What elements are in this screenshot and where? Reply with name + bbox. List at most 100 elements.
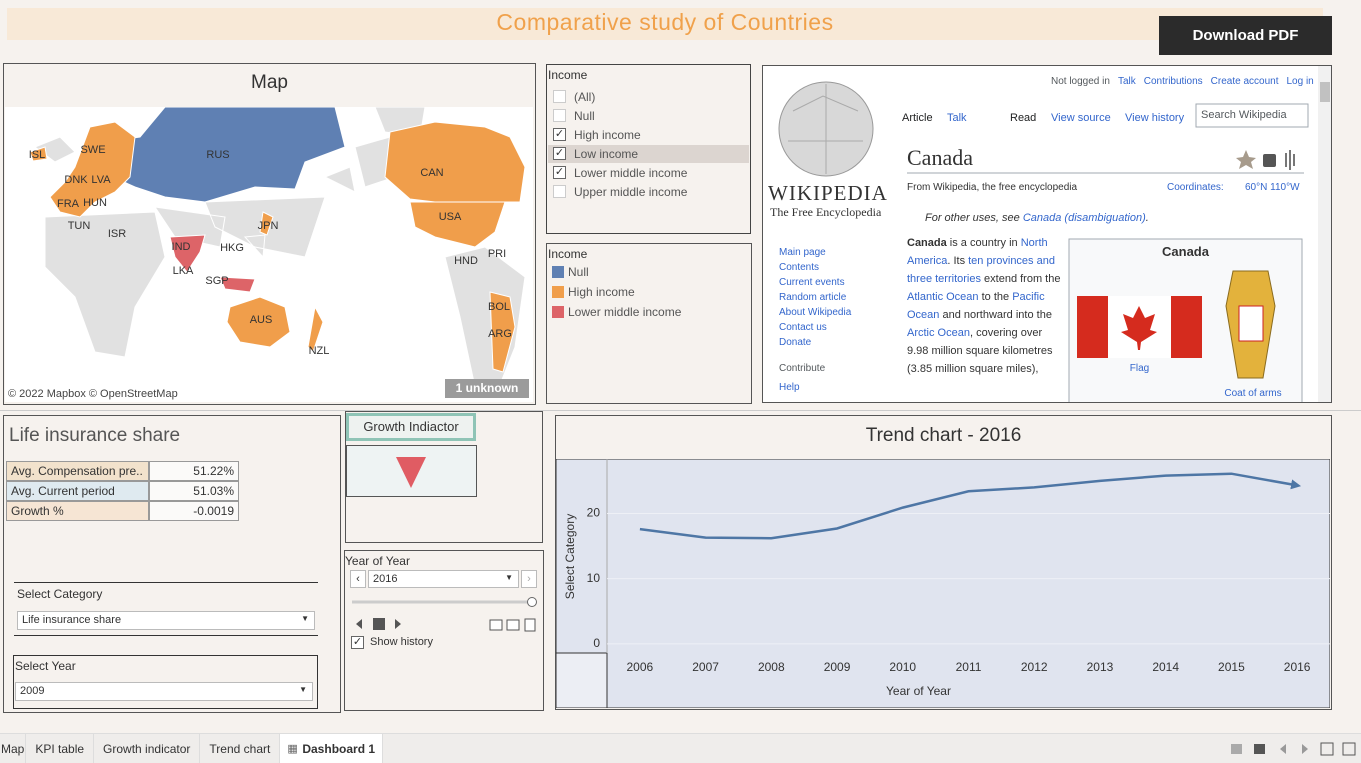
filter-option[interactable]: High income — [574, 128, 641, 142]
year-control: Year of Year ‹ 2016 ▼ › ✓ Show history — [344, 550, 544, 711]
checkbox[interactable] — [553, 185, 566, 198]
country-label: HUN — [83, 197, 107, 209]
sheet-tab[interactable]: Map — [0, 734, 27, 763]
wiki-link[interactable]: Atlantic Ocean — [907, 291, 979, 303]
icon[interactable] — [1231, 744, 1242, 754]
download-button[interactable]: Download PDF — [1159, 16, 1332, 55]
legend-label: Lower middle income — [568, 305, 682, 319]
wiki-link[interactable]: Canada (disambiguation) — [1022, 212, 1146, 224]
user-link[interactable]: Talk — [1117, 76, 1136, 87]
country-label: BOL — [488, 301, 510, 313]
sheet-tabs: Map KPI table Growth indicator Trend chart ▦… — [0, 733, 1361, 763]
coordinates[interactable]: 60°N 110°W — [1245, 182, 1300, 193]
speed-controls[interactable] — [489, 618, 536, 632]
scrollbar — [1318, 66, 1331, 402]
wiki-tab[interactable]: Article — [902, 112, 933, 124]
sheet-tab[interactable]: KPI table — [26, 734, 95, 763]
country-label: AUS — [250, 314, 273, 326]
select-year-title: Select Year — [15, 659, 76, 673]
flag-red-right — [1171, 296, 1202, 358]
text-run: is a country in — [946, 237, 1021, 249]
arms-shield — [1238, 305, 1264, 342]
year-control-title: Year of Year — [345, 554, 410, 568]
text-run: extend from the — [980, 273, 1061, 285]
text-run: . Its — [947, 255, 969, 267]
sheet-tab[interactable]: Growth indicator — [94, 734, 201, 763]
icon[interactable] — [1254, 744, 1265, 754]
filter-option[interactable]: (All) — [574, 90, 596, 104]
select-category-title: Select Category — [17, 587, 103, 601]
wiki-link[interactable]: North America — [907, 237, 1048, 267]
checkbox[interactable]: ✓ — [553, 128, 566, 141]
icon[interactable] — [1280, 744, 1308, 754]
nav-link[interactable]: Donate — [779, 337, 812, 348]
country-high — [29, 121, 136, 218]
contribute-link[interactable]: Help — [779, 382, 800, 393]
wiki-tab[interactable]: View source — [1051, 112, 1111, 124]
tab-label: KPI table — [35, 742, 85, 756]
wiki-tab[interactable]: View history — [1125, 112, 1185, 124]
slider-thumb[interactable] — [527, 597, 537, 607]
year-slider[interactable] — [345, 591, 545, 651]
flag-caption[interactable]: Flag — [1129, 363, 1150, 374]
checkbox[interactable] — [553, 109, 566, 122]
dropdown-value: 2009 — [20, 685, 45, 697]
year-dropdown[interactable]: 2016 ▼ — [368, 570, 519, 588]
show-history-checkbox[interactable]: ✓ — [351, 636, 364, 649]
nav-link[interactable]: Contact us — [779, 322, 827, 333]
maple-leaf — [1121, 306, 1157, 350]
year-next[interactable]: › — [521, 570, 537, 588]
nav-link[interactable]: Contents — [779, 262, 820, 273]
country-label: SWE — [80, 144, 105, 156]
nav-link[interactable]: Current events — [779, 277, 845, 288]
tab-label: Growth indicator — [103, 742, 191, 756]
sheet-tab[interactable]: Trend chart — [200, 734, 281, 763]
growth-indicator — [346, 445, 477, 497]
article-title: Canada — [907, 145, 973, 170]
filter-title: Income — [548, 68, 588, 82]
wiki-tab[interactable]: Read — [1010, 112, 1037, 124]
text-run: , covering over 9.98 million square kilo… — [907, 327, 1053, 375]
y-tick-label: 10 — [587, 571, 601, 585]
filter-option[interactable]: Low income — [574, 147, 639, 161]
checkbox[interactable] — [553, 90, 566, 103]
user-link[interactable]: Create account — [1210, 76, 1279, 87]
audio-icon — [1285, 150, 1295, 170]
nav-link[interactable]: Main page — [779, 247, 826, 258]
country-lower-middle — [169, 234, 256, 293]
dashboard-title: Comparative study of Countries — [496, 9, 834, 35]
playback-controls[interactable] — [356, 618, 401, 630]
filter-option[interactable]: Lower middle income — [574, 166, 688, 180]
checkbox[interactable]: ✓ — [553, 147, 566, 160]
navigation-icons — [1231, 742, 1356, 756]
text-run: to the — [978, 291, 1013, 303]
filter-option[interactable]: Null — [574, 109, 595, 123]
indicator-icon — [396, 457, 426, 488]
checkbox[interactable]: ✓ — [553, 166, 566, 179]
map[interactable]: ISL SWE DNK LVA RUS FRA HUN TUN ISR CAN USA JPN IND H… — [5, 107, 533, 402]
select-year-dropdown[interactable]: 2009 ▼ — [15, 682, 313, 701]
icon[interactable] — [1320, 742, 1356, 756]
nav-link[interactable]: Random article — [779, 292, 847, 303]
corner-cell — [556, 652, 608, 708]
wiki-tab[interactable]: Talk — [947, 112, 967, 124]
wiki-link[interactable]: ten provinces and three territories — [907, 255, 1055, 285]
select-category-dropdown[interactable]: Life insurance share ▼ — [17, 611, 315, 630]
user-link[interactable]: Contributions — [1143, 76, 1203, 87]
sheet-tab[interactable]: ▦ Dashboard 1 — [280, 734, 384, 763]
legend-swatch — [552, 266, 564, 278]
arms-caption[interactable]: Coat of arms — [1224, 388, 1282, 399]
filter-option[interactable]: Upper middle income — [574, 185, 688, 199]
lock-icon — [1263, 154, 1276, 167]
year-prev[interactable]: ‹ — [350, 570, 366, 588]
wiki-link[interactable]: Pacific Ocean — [907, 291, 1045, 321]
wikipedia-page: Not logged in Talk Contributions Create acc… — [762, 65, 1332, 403]
x-tick-label: 2015 — [1218, 660, 1245, 674]
country-label: LKA — [173, 265, 194, 277]
map-panel: Map ISL SWE DNK LVA RUS FRA HUN TUN ISR CAN USA JPN… — [3, 63, 536, 405]
nav-link[interactable]: About Wikipedia — [779, 307, 852, 318]
wiki-link[interactable]: Arctic Ocean — [907, 327, 970, 339]
map-attribution: © 2022 Mapbox © OpenStreetMap — [8, 388, 178, 400]
highlight-row — [548, 145, 749, 163]
user-link[interactable]: Log in — [1286, 76, 1314, 87]
